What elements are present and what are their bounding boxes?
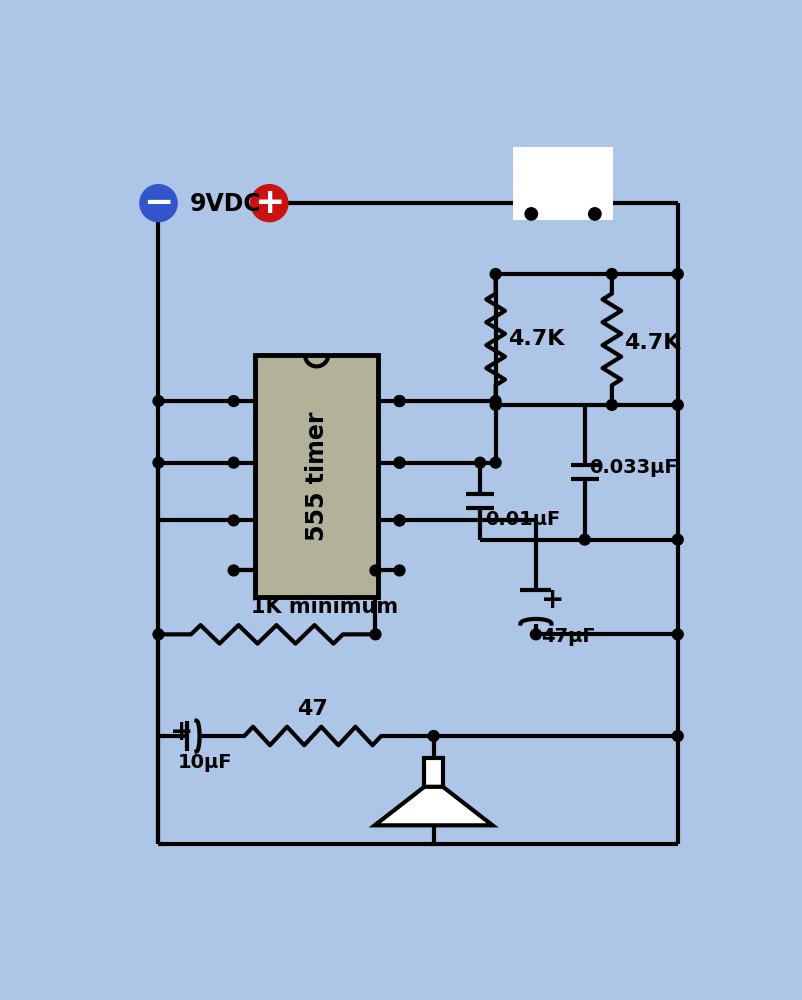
Text: 4.7K: 4.7K xyxy=(508,329,564,349)
Bar xyxy=(255,355,378,597)
Text: 0.01µF: 0.01µF xyxy=(484,510,559,529)
Text: 47: 47 xyxy=(297,699,328,719)
Text: 0.033µF: 0.033µF xyxy=(589,458,677,477)
Circle shape xyxy=(427,731,439,741)
Circle shape xyxy=(394,515,404,526)
Text: +: + xyxy=(253,186,284,220)
Circle shape xyxy=(394,396,404,406)
Circle shape xyxy=(228,396,239,406)
Circle shape xyxy=(228,515,239,526)
Circle shape xyxy=(153,457,164,468)
Polygon shape xyxy=(375,787,492,825)
Circle shape xyxy=(588,208,600,220)
Circle shape xyxy=(394,565,404,576)
Circle shape xyxy=(530,629,541,640)
Circle shape xyxy=(671,731,683,741)
Circle shape xyxy=(394,457,404,468)
Text: 555 timer: 555 timer xyxy=(304,411,328,541)
Text: +: + xyxy=(540,586,563,614)
Circle shape xyxy=(228,457,239,468)
Circle shape xyxy=(489,269,500,279)
Text: 9VDC: 9VDC xyxy=(189,192,261,216)
Circle shape xyxy=(489,396,500,406)
Circle shape xyxy=(489,457,500,468)
Circle shape xyxy=(394,515,404,526)
Circle shape xyxy=(671,400,683,410)
Circle shape xyxy=(606,400,617,410)
Circle shape xyxy=(525,208,537,220)
Circle shape xyxy=(250,185,288,222)
Text: 10µF: 10µF xyxy=(178,753,232,772)
Circle shape xyxy=(671,534,683,545)
Circle shape xyxy=(370,629,380,640)
Text: 1K minimum: 1K minimum xyxy=(251,597,398,617)
Bar xyxy=(423,758,443,787)
Circle shape xyxy=(153,629,164,640)
Circle shape xyxy=(153,396,164,406)
Circle shape xyxy=(140,185,177,222)
Circle shape xyxy=(489,400,500,410)
Circle shape xyxy=(671,629,683,640)
Circle shape xyxy=(578,534,589,545)
Circle shape xyxy=(394,457,404,468)
Circle shape xyxy=(228,565,239,576)
Text: −: − xyxy=(144,186,173,220)
Circle shape xyxy=(370,565,380,576)
Text: +: + xyxy=(170,718,193,746)
Bar xyxy=(512,147,613,220)
Circle shape xyxy=(394,396,404,406)
Circle shape xyxy=(606,269,617,279)
Circle shape xyxy=(474,457,485,468)
Text: 4.7K: 4.7K xyxy=(623,333,680,353)
Text: 47µF: 47µF xyxy=(540,627,594,646)
Circle shape xyxy=(671,269,683,279)
